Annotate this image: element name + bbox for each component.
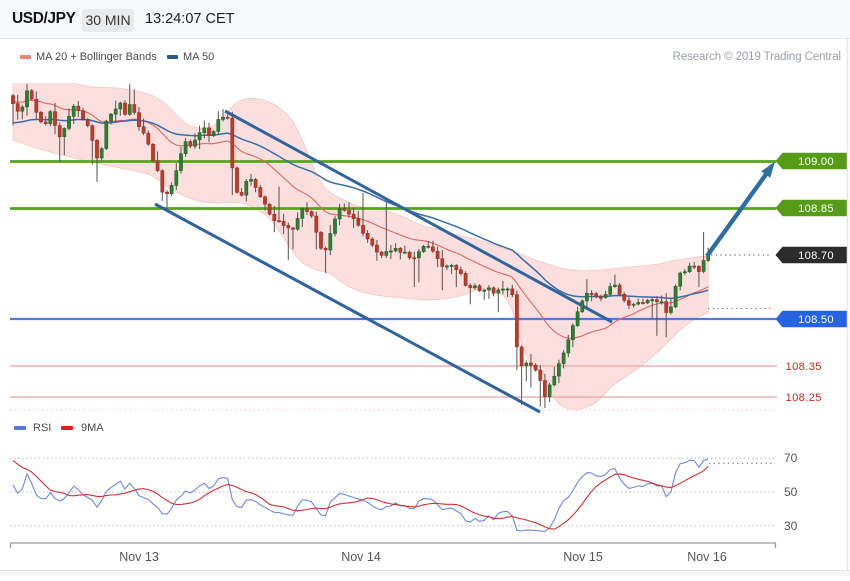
svg-text:Nov 16: Nov 16	[687, 550, 727, 564]
svg-text:108.70: 108.70	[798, 250, 834, 262]
svg-text:30: 30	[784, 519, 798, 533]
svg-text:109.00: 109.00	[798, 156, 834, 168]
svg-text:108.50: 108.50	[798, 314, 834, 326]
svg-text:50: 50	[784, 485, 798, 499]
svg-text:Nov 13: Nov 13	[119, 550, 159, 564]
svg-text:70: 70	[784, 451, 798, 465]
svg-text:108.25: 108.25	[786, 392, 822, 404]
svg-text:108.35: 108.35	[786, 361, 822, 373]
svg-text:Nov 15: Nov 15	[563, 550, 603, 564]
svg-text:Nov 14: Nov 14	[341, 550, 381, 564]
svg-text:108.85: 108.85	[798, 203, 834, 215]
